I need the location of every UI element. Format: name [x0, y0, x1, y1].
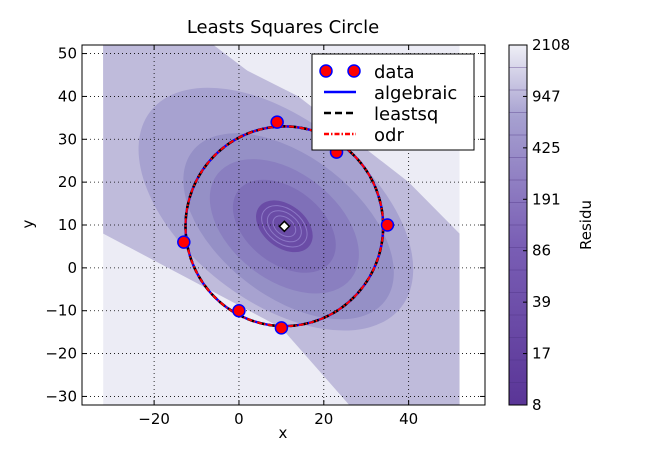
contour-line	[261, 205, 308, 248]
colorbar-tick-label: 17	[532, 345, 551, 363]
contour-line	[266, 210, 302, 243]
y-tick-label: −20	[45, 345, 77, 363]
legend-label-leastsq: leastsq	[374, 104, 438, 125]
y-tick-label: −10	[45, 302, 77, 320]
colorbar-tick-label: 425	[532, 139, 561, 157]
center-marker	[278, 220, 291, 233]
x-tick-label: 40	[399, 410, 418, 428]
y-tick-label: 40	[58, 87, 77, 105]
colorbar: 8 17 39 86 191 425 947 2108 Residu	[508, 36, 595, 414]
legend-label-data: data	[374, 62, 415, 83]
contour-line	[272, 215, 297, 238]
data-point	[177, 235, 191, 249]
y-tick-label: −30	[45, 387, 77, 405]
contour-level	[103, 45, 248, 97]
colorbar-label: Residu	[577, 200, 595, 250]
legend-marker-data	[319, 64, 333, 78]
x-tick-label: 20	[314, 410, 333, 428]
legend-label-odr: odr	[374, 125, 404, 146]
colorbar-tick-label: 947	[532, 87, 561, 105]
legend-marker-data	[347, 64, 361, 78]
data-point	[380, 218, 395, 232]
x-axis-label: x	[279, 424, 288, 442]
y-tick-label: 0	[67, 259, 77, 277]
data-point	[232, 303, 246, 318]
y-tick-label: 10	[58, 216, 77, 234]
circle-center-marker	[278, 220, 291, 233]
colorbar-tick-label: 8	[532, 396, 542, 414]
data-points	[177, 115, 395, 335]
y-axis-label: y	[19, 219, 37, 228]
data-point	[270, 115, 284, 129]
y-tick-label: 30	[58, 130, 77, 148]
colorbar-tick-label: 191	[532, 190, 561, 208]
colorbar-band-lines	[509, 67, 527, 383]
legend-label-algebraic: algebraic	[374, 83, 457, 104]
x-tick-label: −20	[138, 410, 170, 428]
colorbar-tick-label: 39	[532, 293, 551, 311]
colorbar-tick-labels: 8 17 39 86 191 425 947 2108	[523, 36, 570, 414]
legend: data algebraic leastsq odr	[311, 53, 475, 151]
x-axis-ticks: −20 0 20 40	[138, 45, 418, 428]
y-tick-label: 20	[58, 173, 77, 191]
y-axis-ticks: −30 −20 −10 0 10 20 30 40 50	[45, 45, 485, 405]
chart-title: Leasts Squares Circle	[187, 17, 379, 38]
colorbar-frame	[508, 44, 528, 406]
colorbar-tick-label: 86	[532, 242, 551, 260]
colorbar-tick-label: 2108	[532, 36, 570, 54]
x-tick-label: 0	[234, 410, 244, 428]
data-point	[274, 321, 289, 335]
y-tick-label: 50	[58, 45, 77, 63]
